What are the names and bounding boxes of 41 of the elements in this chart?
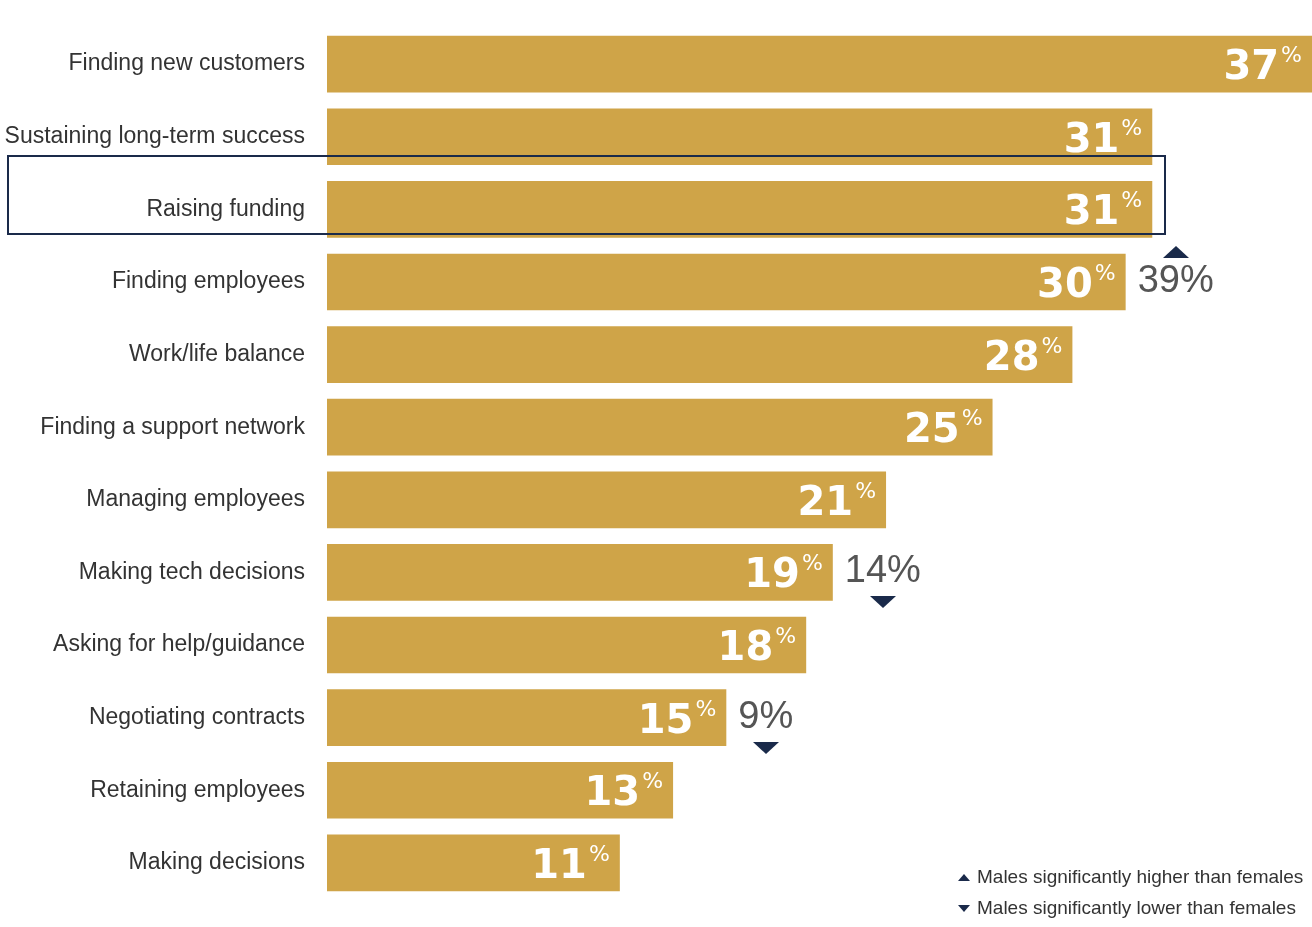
annotation: 9% [738, 693, 794, 737]
data-label: 30% [1037, 259, 1116, 306]
annotation: 14% [844, 548, 921, 592]
data-label: 31% [1063, 114, 1143, 161]
y-tick-label: Finding new customers [68, 49, 305, 76]
annotation: Males significantly lower than females [977, 897, 1296, 918]
y-tick-label: Making tech decisions [78, 557, 305, 584]
y-tick-label: Asking for help/guidance [53, 630, 305, 657]
y-tick-label: Finding employees [111, 267, 305, 294]
bar [327, 326, 1073, 383]
bar [327, 834, 620, 892]
bar [327, 253, 1126, 311]
y-tick-label: Managing employees [86, 485, 305, 512]
annotation: 39% [1137, 257, 1214, 301]
data-label: 11% [531, 840, 610, 887]
data-label: 25% [903, 405, 983, 452]
data-label: 19% [744, 550, 823, 597]
data-label: 15% [637, 695, 717, 742]
y-tick-label: Raising funding [146, 194, 305, 221]
y-tick-label: Making decisions [128, 848, 305, 875]
data-label: 21% [797, 477, 877, 524]
bar [327, 616, 807, 674]
bar [327, 398, 993, 456]
bar [327, 689, 727, 746]
data-label: 28% [983, 332, 1063, 379]
bar [327, 108, 1153, 166]
y-tick-label: Negotiating contracts [88, 703, 305, 729]
data-label: 13% [584, 768, 664, 815]
y-tick-label: Sustaining long-term success [4, 122, 305, 149]
annotation: Males significantly higher than females [977, 866, 1304, 887]
y-tick-label: Retaining employees [90, 775, 305, 802]
y-tick-label: Work/life balance [129, 339, 305, 366]
bar [327, 761, 674, 819]
bar [327, 471, 887, 529]
bar [327, 35, 1312, 93]
y-tick-label: Finding a support network [40, 412, 306, 439]
data-label: 18% [717, 623, 797, 670]
bar [327, 181, 1153, 238]
data-label: 31% [1063, 187, 1143, 234]
data-label: 37% [1223, 42, 1302, 89]
bar [327, 544, 833, 601]
